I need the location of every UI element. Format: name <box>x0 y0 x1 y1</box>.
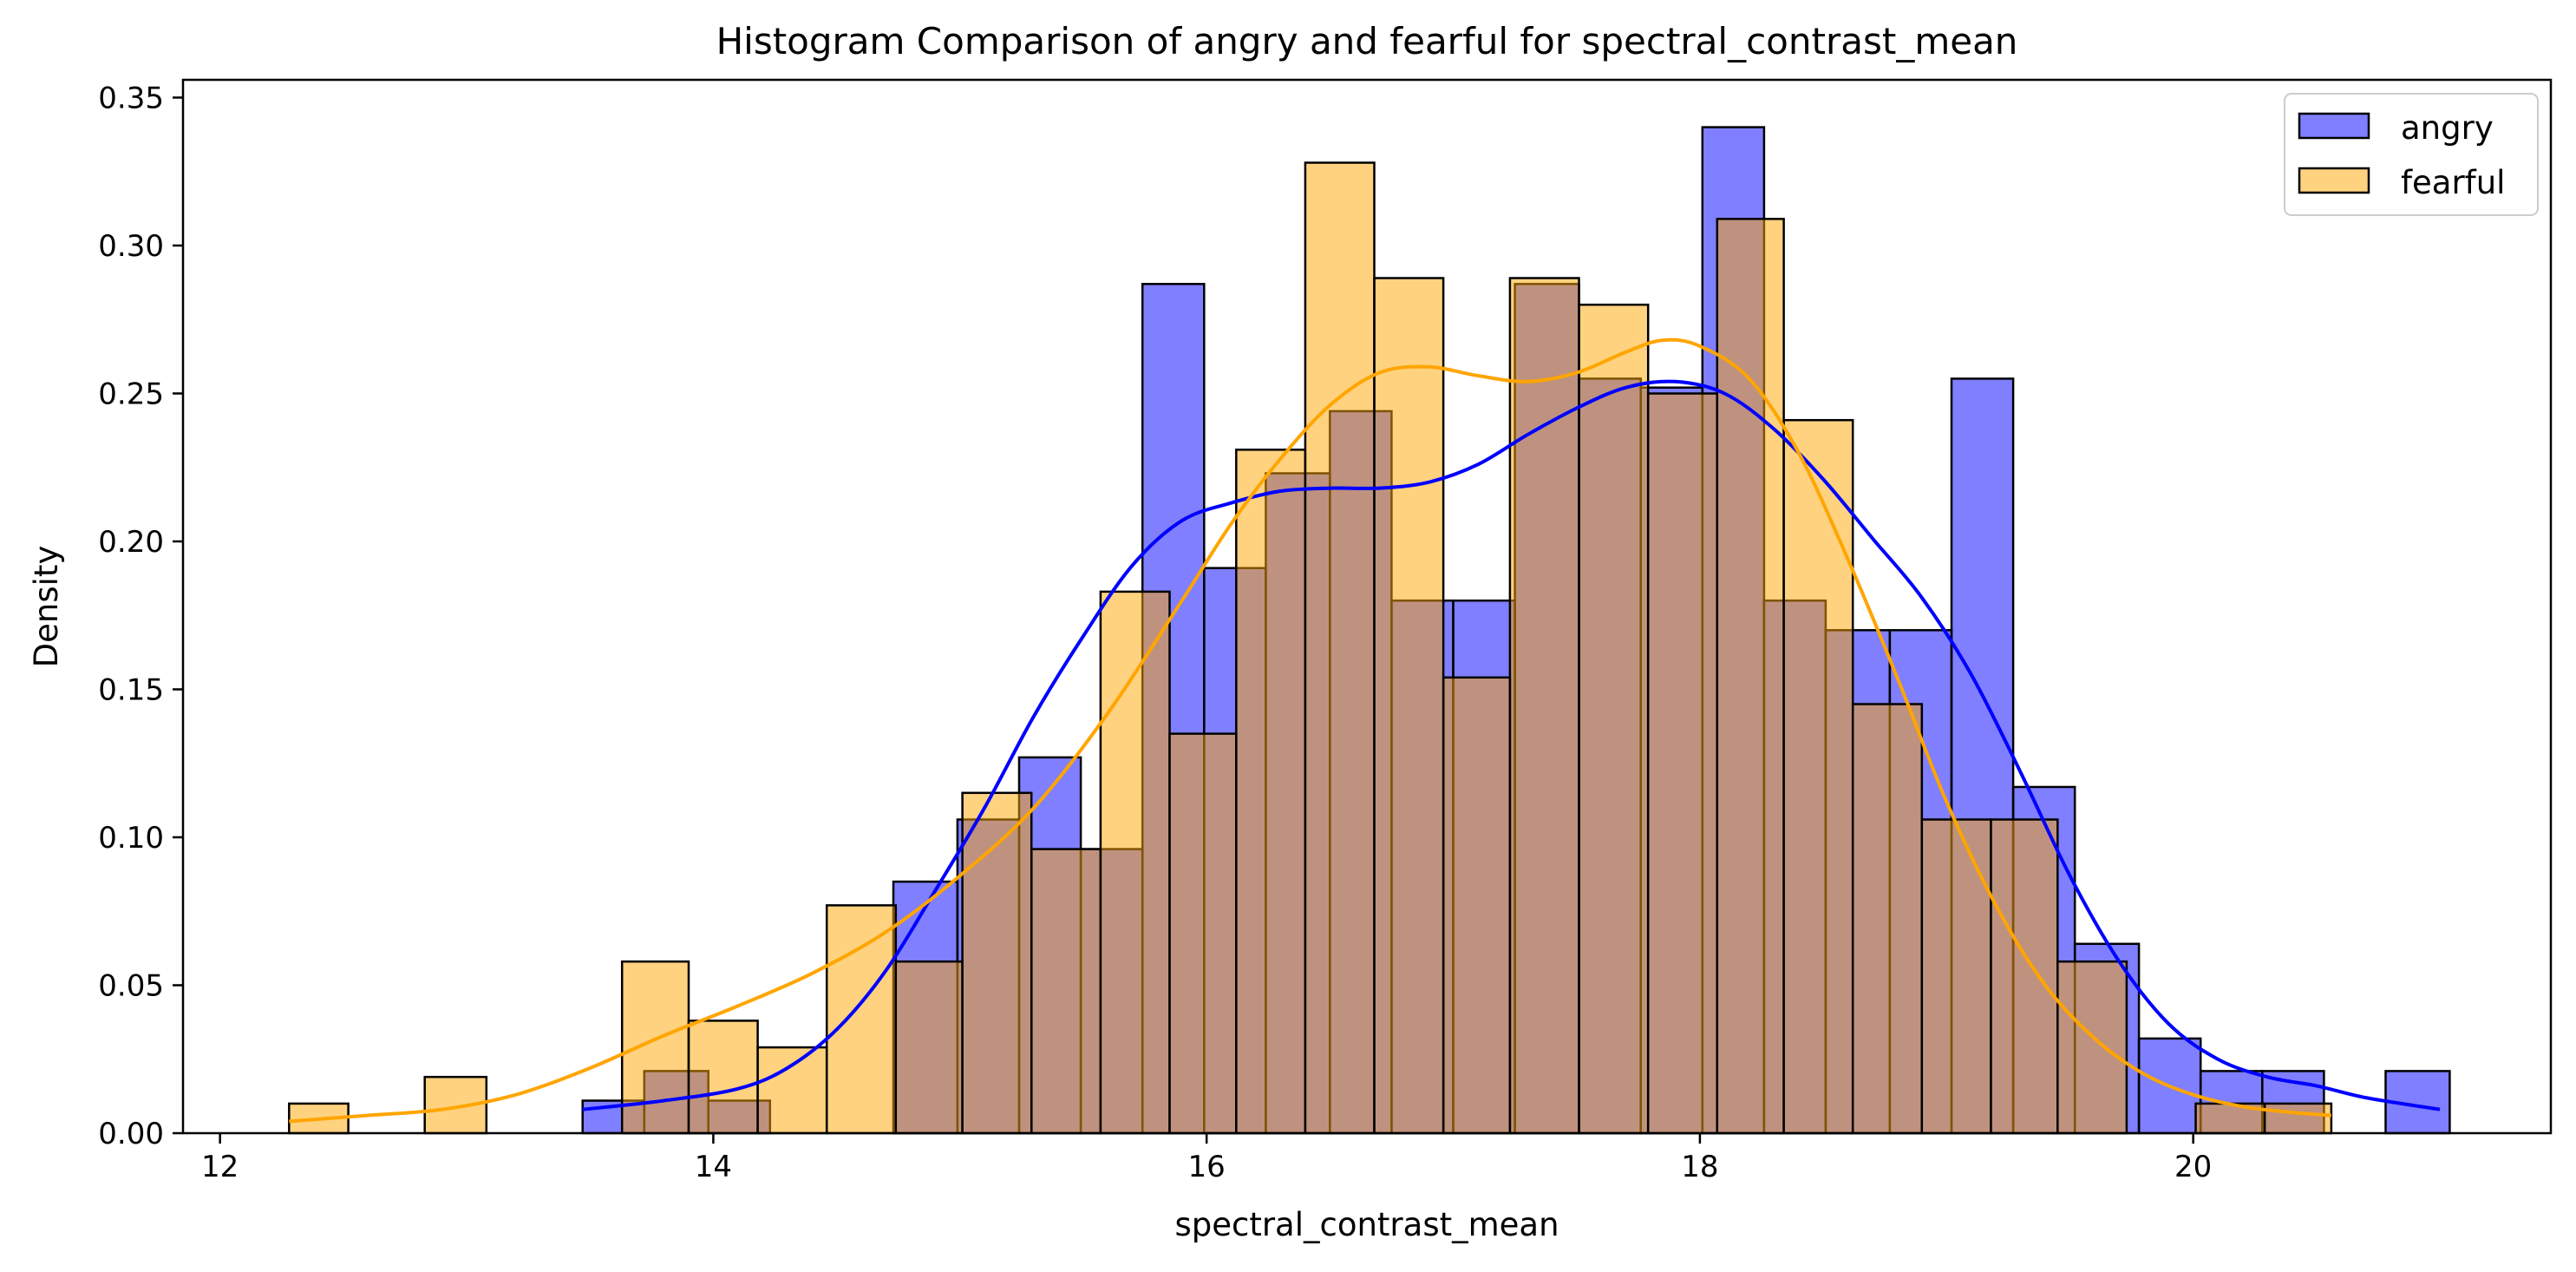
x-axis-ticks: 12 14 16 18 20 <box>201 1133 2212 1184</box>
legend-swatch-angry <box>2298 112 2370 140</box>
x-tick-label: 20 <box>2174 1150 2212 1184</box>
bar-fearful-9 <box>1099 590 1171 1135</box>
bar-fearful-22 <box>1990 818 2059 1135</box>
bar-fearful-15 <box>1508 277 1580 1135</box>
y-tick-label: 0.15 <box>98 672 164 707</box>
plot-frame <box>181 78 2553 1135</box>
bar-fearful-21 <box>1920 818 1992 1135</box>
y-tick-label: 0.25 <box>98 377 164 411</box>
bar-fearful-2 <box>620 960 690 1135</box>
bar-fearful-12 <box>1304 161 1376 1135</box>
y-tick-label: 0.10 <box>98 821 164 856</box>
x-tick-label: 12 <box>201 1150 239 1184</box>
legend: angry fearful <box>2284 93 2539 216</box>
y-tick-label: 0.30 <box>98 229 164 264</box>
y-tick-label: 0.20 <box>98 525 164 560</box>
kde-line-angry <box>582 379 2441 1111</box>
bar-fearful-13 <box>1373 277 1445 1135</box>
bar-fearful-18 <box>1716 218 1785 1135</box>
bar-fearful-17 <box>1646 392 1719 1135</box>
x-axis-label: spectral_contrast_mean <box>1174 1206 1559 1243</box>
legend-label-angry: angry <box>2401 109 2494 147</box>
histogram-bars <box>288 126 2451 1135</box>
bar-fearful-5 <box>825 904 898 1135</box>
y-tick-label: 0.35 <box>98 81 164 115</box>
legend-swatch-fearful <box>2298 167 2370 194</box>
chart-title: Histogram Comparison of angry and fearfu… <box>716 20 2018 62</box>
y-axis-ticks: 0.00 0.05 0.10 0.15 0.20 0.25 0.30 0.35 <box>98 81 183 1151</box>
x-tick-label: 14 <box>695 1150 732 1184</box>
bar-fearful-4 <box>756 1046 828 1135</box>
kde-curves <box>289 338 2441 1124</box>
bar-fearful-11 <box>1235 449 1307 1135</box>
bar-fearful-3 <box>687 1020 759 1135</box>
bar-fearful-23 <box>2056 960 2128 1135</box>
bar-fearful-19 <box>1782 418 1854 1135</box>
y-tick-label: 0.00 <box>98 1117 164 1151</box>
bar-fearful-14 <box>1442 676 1512 1135</box>
bar-fearful-10 <box>1168 732 1238 1135</box>
bar-fearful-16 <box>1578 303 1650 1135</box>
legend-label-fearful: fearful <box>2401 164 2505 201</box>
bar-fearful-25 <box>2263 1102 2333 1135</box>
bar-fearful-6 <box>894 960 964 1135</box>
kde-line-fearful <box>289 338 2332 1124</box>
x-tick-label: 16 <box>1188 1150 1226 1184</box>
y-axis-label: Density <box>28 546 65 668</box>
x-tick-label: 18 <box>1681 1150 1718 1184</box>
bar-fearful-8 <box>1030 848 1102 1135</box>
y-tick-label: 0.05 <box>98 968 164 1003</box>
bar-fearful-20 <box>1851 703 1924 1135</box>
